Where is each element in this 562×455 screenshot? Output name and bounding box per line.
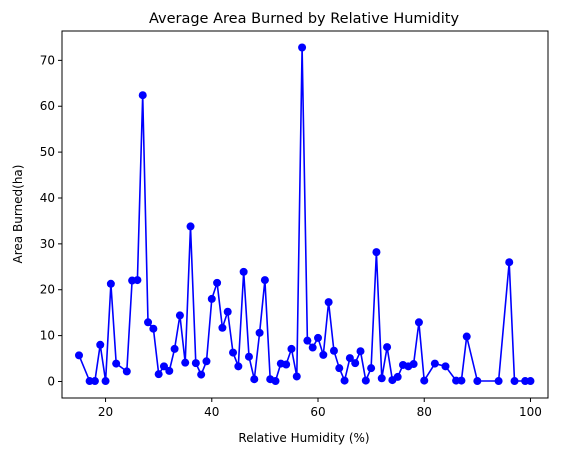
x-axis-label: Relative Humidity (%) [238,431,369,445]
data-point [154,370,163,379]
data-point [340,376,349,385]
data-point [260,276,269,285]
data-point [361,376,370,385]
data-point [213,278,222,287]
x-tick-label: 40 [204,405,219,419]
plot-area [74,43,535,386]
data-point [298,43,307,52]
data-point [181,358,190,367]
data-point [409,360,418,369]
y-tick-label: 30 [40,237,55,251]
data-point [510,377,519,386]
data-point [526,377,535,386]
data-point [303,336,312,345]
data-point [441,362,450,371]
data-point [287,344,296,353]
data-point [112,359,121,368]
data-point [351,359,360,368]
data-point [282,360,291,369]
y-tick-label: 10 [40,329,55,343]
data-point [229,348,238,357]
data-point [159,362,168,371]
y-tick-label: 40 [40,191,55,205]
data-point [90,377,99,386]
data-point [473,377,482,386]
data-point [186,222,195,231]
y-tick-label: 50 [40,145,55,159]
data-point [345,354,354,363]
data-point [292,372,301,381]
data-point [138,91,147,100]
y-axis: 0 10 20 30 40 50 60 70 [40,53,62,388]
data-point [96,340,105,349]
data-point [218,323,227,332]
data-point [255,328,264,337]
data-point [314,333,323,342]
data-point [494,377,503,386]
data-point [271,377,280,386]
plot-frame [61,30,549,399]
data-point [393,372,402,381]
data-point [377,374,386,383]
data-point [383,343,392,352]
data-point [101,377,110,386]
data-point [239,267,248,276]
data-point [367,364,376,373]
data-point [462,332,471,341]
data-point [234,362,243,371]
data-point [74,351,83,360]
y-axis-label: Area Burned(ha) [11,165,25,264]
x-tick-label: 20 [98,405,113,419]
data-point [308,343,317,352]
data-point [457,376,466,385]
data-point [133,276,142,285]
data-point [505,258,514,267]
data-point [122,367,131,376]
data-point [324,298,333,307]
data-point [420,376,429,385]
data-point [372,248,381,257]
data-point [335,364,344,373]
data-point [202,357,211,366]
y-tick-label: 60 [40,99,55,113]
data-point [170,344,179,353]
data-point [144,318,153,327]
data-point [356,347,365,356]
x-tick-label: 80 [417,405,432,419]
data-point [191,359,200,368]
data-point [414,318,423,327]
data-point [149,324,158,333]
data-point [175,311,184,320]
x-tick-label: 100 [519,405,542,419]
data-point [244,352,253,361]
chart-title: Average Area Burned by Relative Humidity [149,11,460,27]
data-point [165,366,174,375]
data-point [329,346,338,355]
y-tick-label: 20 [40,283,55,297]
data-point [197,370,206,379]
x-tick-label: 60 [310,405,325,419]
x-axis: 20 40 60 80 100 [98,398,542,419]
y-tick-label: 70 [40,53,55,67]
data-point [430,359,439,368]
data-point [319,350,328,359]
data-point [223,307,232,316]
data-point [207,294,216,303]
y-tick-label: 0 [47,374,55,388]
data-point [250,375,259,384]
data-point [106,279,115,288]
